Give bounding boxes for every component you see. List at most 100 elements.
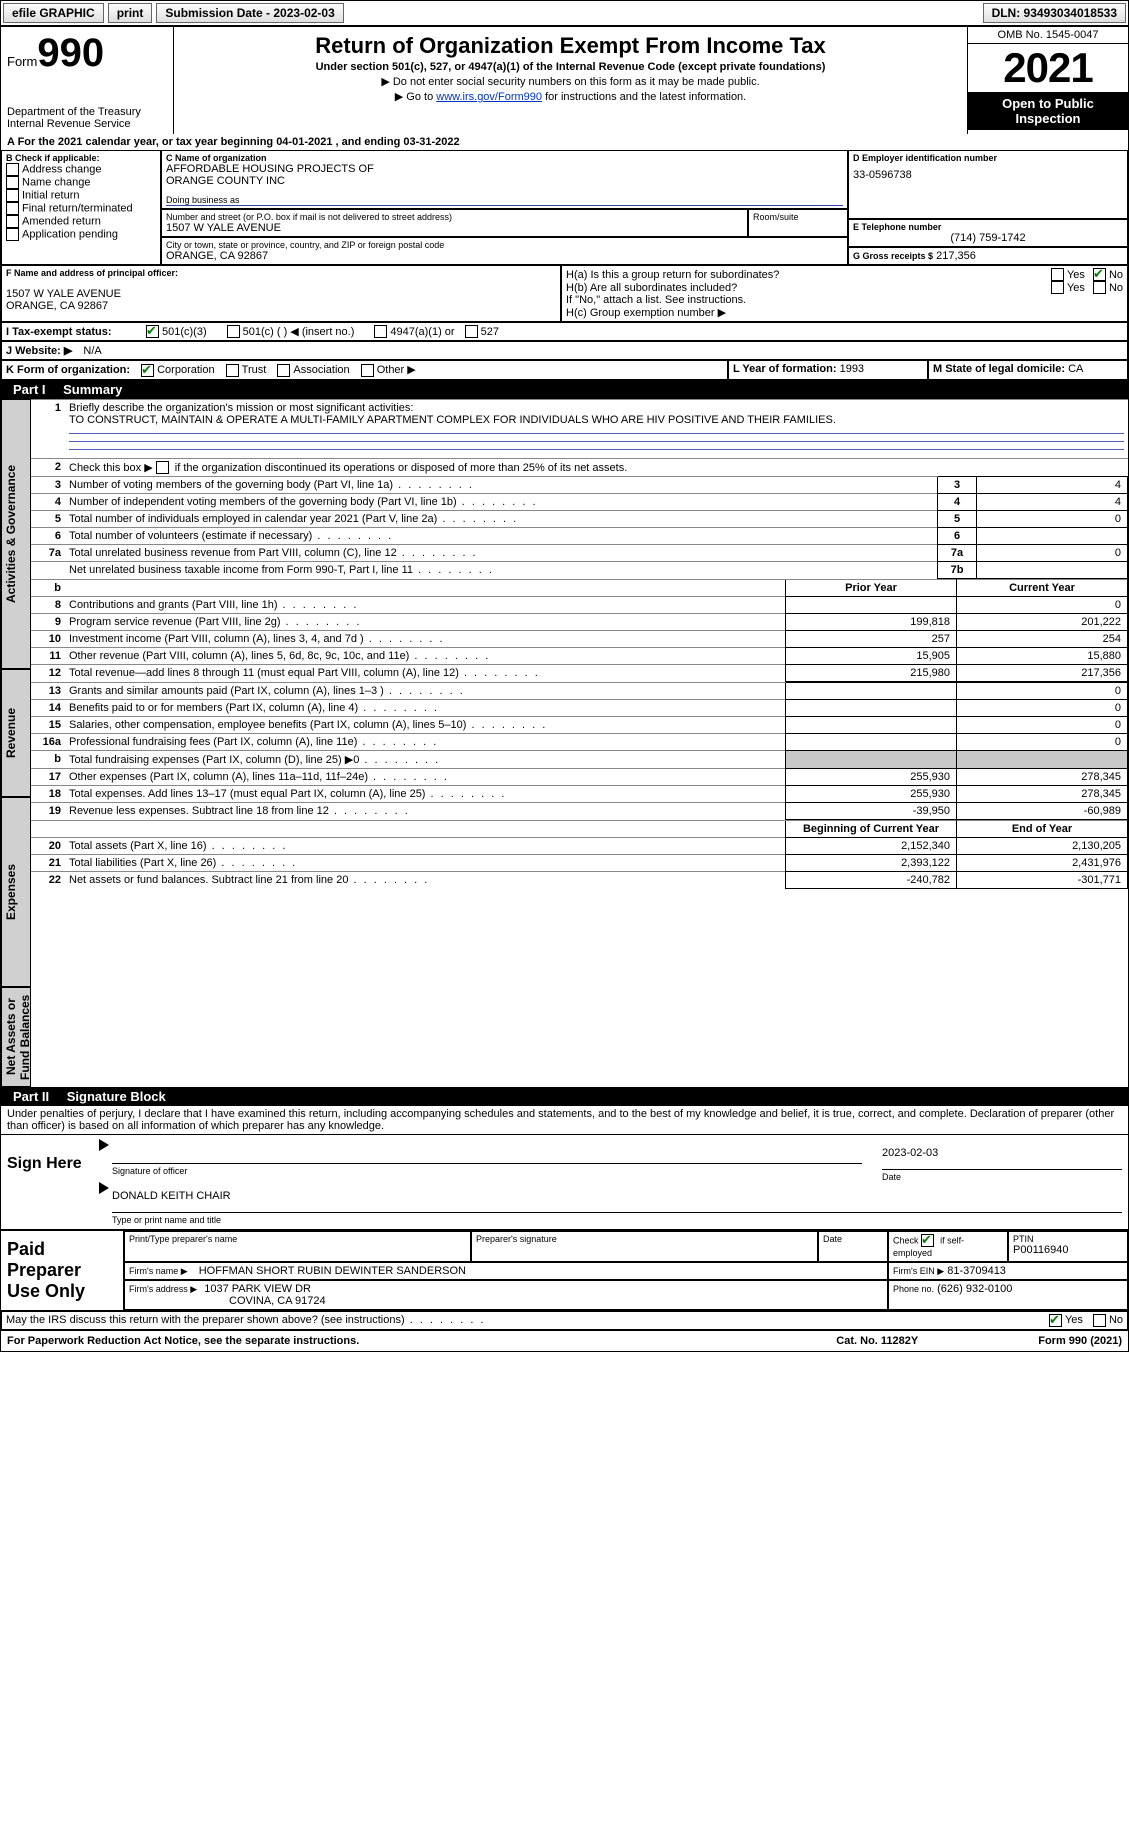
section-k: K Form of organization: Corporation Trus… xyxy=(1,360,728,380)
h-b-row: H(b) Are all subordinates included? Yes … xyxy=(566,281,1123,294)
k-corp-checkbox[interactable] xyxy=(141,364,154,377)
line2-num: 2 xyxy=(31,458,65,477)
prep-sig-cell: Preparer's signature xyxy=(471,1231,818,1262)
line2-cell: Check this box ▶ if the organization dis… xyxy=(65,458,1128,477)
hb-no-checkbox[interactable] xyxy=(1093,281,1106,294)
footer-right: Form 990 (2021) xyxy=(1038,1335,1122,1347)
b-text-4: Amended return xyxy=(22,215,101,227)
row-text: Total liabilities (Part X, line 26) xyxy=(65,855,786,872)
tax-year: 2021 xyxy=(968,44,1128,92)
table-row: 11 Other revenue (Part VIII, column (A),… xyxy=(31,648,1128,665)
row-num: 12 xyxy=(31,665,65,682)
table-row: 18 Total expenses. Add lines 13–17 (must… xyxy=(31,786,1128,803)
phone-value: (714) 759-1742 xyxy=(853,232,1123,244)
checkbox-address[interactable] xyxy=(6,163,19,176)
prep-row3: Firm's address ▶ 1037 PARK VIEW DR COVIN… xyxy=(124,1280,1128,1310)
hb-yes-checkbox[interactable] xyxy=(1051,281,1064,294)
firm-addr1: 1037 PARK VIEW DR xyxy=(204,1283,311,1295)
table-row: 8 Contributions and grants (Part VIII, l… xyxy=(31,597,1128,614)
i-527-checkbox[interactable] xyxy=(465,325,478,338)
row-box: 6 xyxy=(938,528,977,545)
section-d: D Employer identification number 33-0596… xyxy=(848,151,1128,219)
info-block: B Check if applicable: Address change Na… xyxy=(1,151,1128,265)
klm-row: K Form of organization: Corporation Trus… xyxy=(1,360,1128,380)
form-container: Form990 Department of the Treasury Inter… xyxy=(0,26,1129,1352)
row-current: 2,130,205 xyxy=(957,838,1128,855)
row-current: 254 xyxy=(957,631,1128,648)
row-current: -60,989 xyxy=(957,803,1128,820)
line1-row: 1 Briefly describe the organization's mi… xyxy=(31,399,1128,458)
k-assoc-checkbox[interactable] xyxy=(277,364,290,377)
table-row: 10 Investment income (Part VIII, column … xyxy=(31,631,1128,648)
row-current: 0 xyxy=(957,597,1128,614)
section-j: J Website: ▶ N/A xyxy=(1,341,1128,360)
b-text-2: Initial return xyxy=(22,189,79,201)
form-label: Form xyxy=(7,54,37,69)
checkbox-name[interactable] xyxy=(6,176,19,189)
row-text: Total number of volunteers (estimate if … xyxy=(65,528,938,545)
sign-fields: Signature of officer 2023-02-03 Date DON… xyxy=(93,1135,1128,1229)
b-text-3: Final return/terminated xyxy=(22,202,133,214)
state-domicile: CA xyxy=(1068,363,1083,375)
form-990: 990 xyxy=(37,31,104,75)
row-text: Program service revenue (Part VIII, line… xyxy=(65,614,786,631)
line2-pre: Check this box ▶ xyxy=(69,462,156,474)
checkbox-amended[interactable] xyxy=(6,215,19,228)
checkbox-final[interactable] xyxy=(6,202,19,215)
hr3 xyxy=(69,448,1124,450)
row-current: 0 xyxy=(957,683,1128,700)
part1-header: Part I Summary xyxy=(1,380,1128,399)
table-row: 13 Grants and similar amounts paid (Part… xyxy=(31,683,1128,700)
discuss-no-checkbox[interactable] xyxy=(1093,1314,1106,1327)
row-text: Net unrelated business taxable income fr… xyxy=(65,562,938,579)
k-trust-checkbox[interactable] xyxy=(226,364,239,377)
firm-phone: (626) 932-0100 xyxy=(937,1283,1012,1295)
self-employed-checkbox[interactable] xyxy=(921,1234,934,1247)
row-prior: 2,152,340 xyxy=(786,838,957,855)
firm-name: HOFFMAN SHORT RUBIN DEWINTER SANDERSON xyxy=(199,1265,466,1277)
discuss-yes-checkbox[interactable] xyxy=(1049,1314,1062,1327)
k-other-checkbox[interactable] xyxy=(361,364,374,377)
part2-name: Signature Block xyxy=(67,1089,166,1104)
print-button[interactable]: print xyxy=(108,3,153,23)
table-row: 12 Total revenue—add lines 8 through 11 … xyxy=(31,665,1128,682)
row-val: 0 xyxy=(977,545,1128,562)
i-4947-checkbox[interactable] xyxy=(374,325,387,338)
ha-no-checkbox[interactable] xyxy=(1093,268,1106,281)
footer-left: For Paperwork Reduction Act Notice, see … xyxy=(7,1335,359,1347)
firm-phone-cell: Phone no. (626) 932-0100 xyxy=(888,1280,1128,1310)
line2-text: if the organization discontinued its ope… xyxy=(175,462,628,474)
ha-yes-checkbox[interactable] xyxy=(1051,268,1064,281)
row-text: Grants and similar amounts paid (Part IX… xyxy=(65,683,786,700)
self-pre: Check xyxy=(893,1235,921,1245)
discuss-yes: Yes xyxy=(1065,1314,1083,1326)
rev-head-row: b Prior Year Current Year xyxy=(31,580,1128,597)
e-label: E Telephone number xyxy=(853,222,1123,232)
d-label: D Employer identification number xyxy=(853,153,1123,163)
firm-name-cell: Firm's name ▶ HOFFMAN SHORT RUBIN DEWINT… xyxy=(124,1262,888,1280)
row-text: Net assets or fund balances. Subtract li… xyxy=(65,872,786,889)
checkbox-pending[interactable] xyxy=(6,228,19,241)
row-text: Number of voting members of the governin… xyxy=(65,477,938,494)
row-num: 8 xyxy=(31,597,65,614)
sig-date-value: 2023-02-03 xyxy=(882,1141,1122,1170)
i-501c-checkbox[interactable] xyxy=(227,325,240,338)
col-current: Current Year xyxy=(957,580,1128,597)
discuss-no: No xyxy=(1109,1314,1123,1326)
row-text: Number of independent voting members of … xyxy=(65,494,938,511)
i-501c3-checkbox[interactable] xyxy=(146,325,159,338)
row-val xyxy=(977,528,1128,545)
row-num: 20 xyxy=(31,838,65,855)
row-prior xyxy=(786,734,957,751)
section-a: A For the 2021 calendar year, or tax yea… xyxy=(1,134,1128,151)
rev-head-spacer xyxy=(65,580,786,597)
sig-date-label: Date xyxy=(882,1172,1122,1182)
ein-value: 33-0596738 xyxy=(853,169,1123,181)
row-prior xyxy=(786,751,957,769)
irs-link[interactable]: www.irs.gov/Form990 xyxy=(436,91,542,103)
part1-body: Activities & Governance Revenue Expenses… xyxy=(1,399,1128,1087)
irs-label: Internal Revenue Service xyxy=(7,118,167,130)
type-name-label: Type or print name and title xyxy=(112,1215,1122,1225)
checkbox-initial[interactable] xyxy=(6,189,19,202)
line2-checkbox[interactable] xyxy=(156,461,169,474)
